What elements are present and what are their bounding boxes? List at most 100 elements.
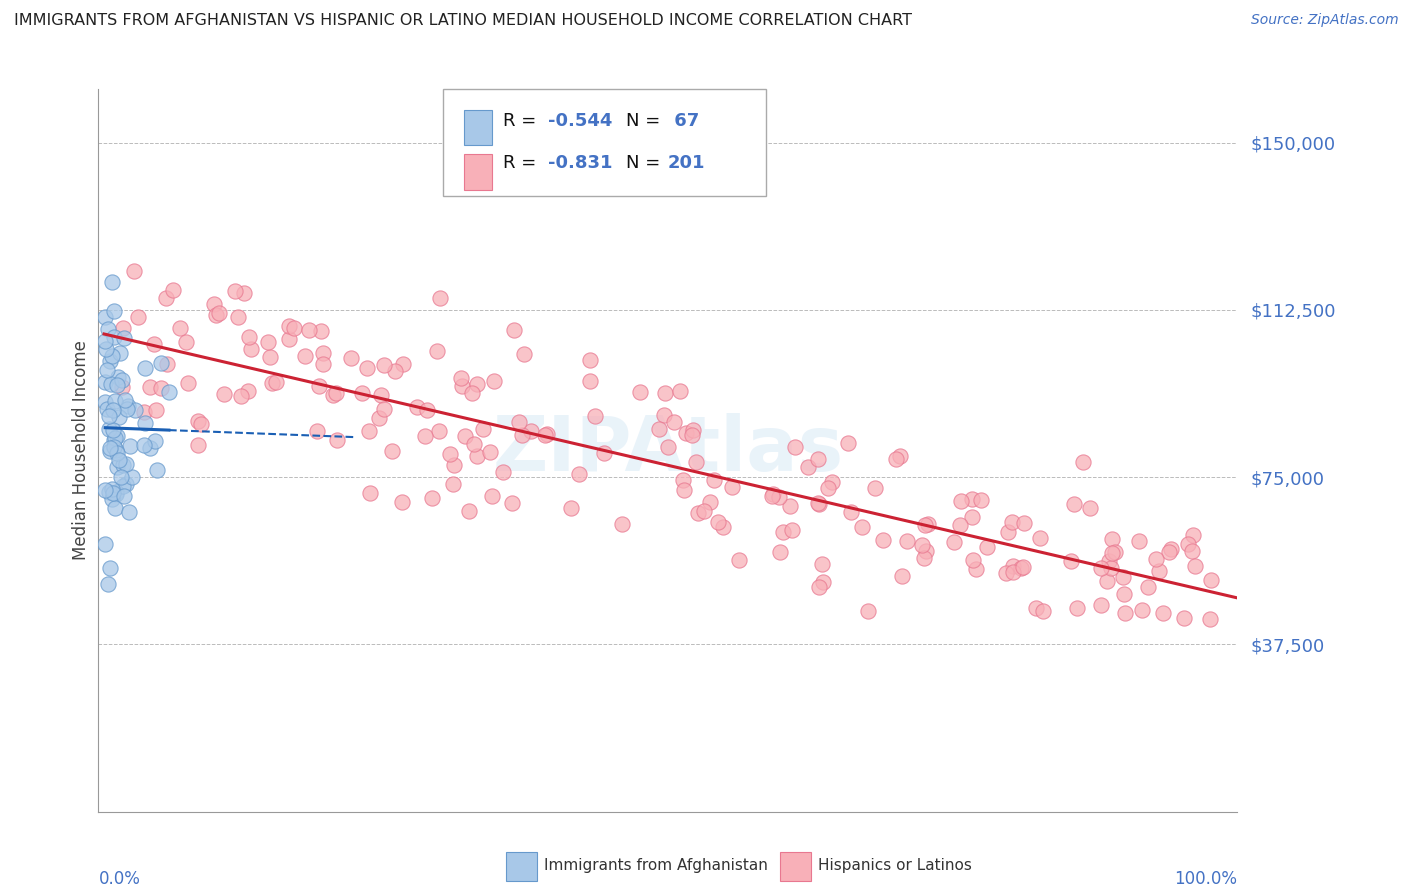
Point (568, 467, 591, 481)
Point (322, 388, 344, 402)
Point (413, 429, 436, 443)
Point (997, 524, 1019, 539)
Point (311, 345, 333, 359)
Point (1012, 516, 1035, 530)
Point (204, 308, 226, 322)
Point (104, 485, 127, 500)
Point (583, 409, 606, 424)
Point (98, 354, 121, 368)
Point (648, 421, 671, 435)
Point (111, 458, 134, 472)
Point (811, 558, 834, 572)
Point (851, 520, 873, 534)
Point (308, 379, 330, 393)
Point (233, 286, 256, 301)
Point (1060, 554, 1083, 568)
Point (628, 384, 651, 399)
Point (138, 442, 160, 456)
Point (1130, 603, 1153, 617)
Point (890, 569, 912, 583)
Point (995, 566, 1018, 581)
Point (112, 331, 135, 345)
Text: -0.544: -0.544 (548, 112, 613, 129)
Point (259, 351, 281, 365)
Point (420, 491, 443, 505)
Point (132, 404, 155, 418)
Point (115, 402, 138, 417)
Point (839, 505, 862, 519)
Point (865, 481, 887, 495)
Point (108, 346, 131, 360)
Point (1071, 455, 1094, 469)
Point (779, 499, 801, 513)
Point (311, 357, 333, 371)
Point (370, 388, 392, 402)
Point (105, 378, 128, 392)
Point (231, 389, 253, 403)
Point (965, 562, 987, 576)
Point (1099, 560, 1122, 574)
Point (208, 306, 231, 320)
Point (976, 540, 998, 554)
Point (502, 323, 524, 337)
Text: R =: R = (503, 112, 543, 129)
Text: Hispanics or Latinos: Hispanics or Latinos (818, 858, 972, 872)
Point (176, 376, 198, 390)
Point (112, 489, 135, 503)
Point (96, 363, 118, 377)
Point (465, 377, 488, 392)
Point (856, 604, 879, 618)
Point (103, 431, 125, 445)
Point (429, 291, 451, 305)
Point (115, 477, 138, 491)
Text: Source: ZipAtlas.com: Source: ZipAtlas.com (1251, 13, 1399, 28)
Point (1095, 574, 1118, 589)
Point (1002, 559, 1025, 574)
Point (783, 440, 806, 454)
Point (98, 443, 121, 458)
Text: -0.831: -0.831 (548, 154, 613, 172)
Point (107, 370, 129, 384)
Point (1173, 611, 1195, 625)
Point (1032, 604, 1054, 618)
Point (97, 322, 120, 336)
Point (672, 473, 695, 487)
Text: Immigrants from Afghanistan: Immigrants from Afghanistan (544, 858, 768, 872)
Point (260, 376, 283, 391)
Point (150, 356, 173, 370)
Point (872, 533, 894, 548)
Point (103, 433, 125, 447)
Point (105, 446, 128, 460)
Point (950, 494, 973, 508)
Point (405, 400, 427, 414)
Point (169, 321, 191, 335)
Text: N =: N = (626, 154, 665, 172)
Point (1010, 560, 1032, 574)
Text: 100.0%: 100.0% (1174, 870, 1237, 888)
Point (450, 379, 472, 393)
Point (101, 350, 124, 364)
Point (669, 384, 692, 399)
Point (427, 424, 450, 438)
Point (100, 376, 122, 391)
Point (682, 423, 704, 437)
Point (460, 386, 482, 401)
Point (769, 545, 792, 559)
Point (821, 475, 844, 490)
Point (1001, 565, 1024, 579)
Point (391, 495, 413, 509)
Point (813, 575, 835, 590)
Point (277, 319, 299, 334)
Point (481, 490, 503, 504)
Point (453, 429, 475, 443)
Point (1184, 559, 1206, 574)
Point (1112, 587, 1135, 601)
Point (103, 440, 125, 454)
Text: IMMIGRANTS FROM AFGHANISTAN VS HISPANIC OR LATINO MEDIAN HOUSEHOLD INCOME CORREL: IMMIGRANTS FROM AFGHANISTAN VS HISPANIC … (14, 13, 912, 29)
Point (187, 414, 209, 428)
Point (307, 424, 329, 438)
Point (139, 379, 162, 393)
Point (914, 518, 936, 533)
Point (761, 489, 783, 503)
Point (471, 422, 494, 436)
